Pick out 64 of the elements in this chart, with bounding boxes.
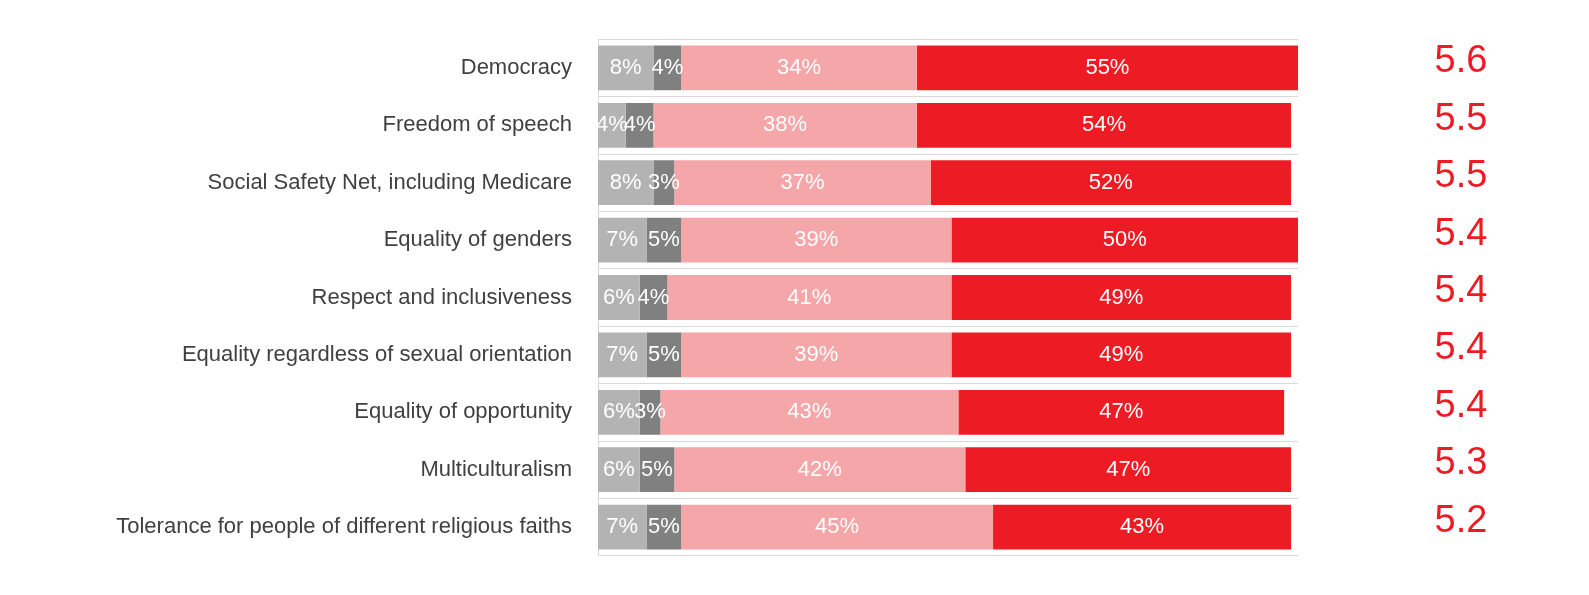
- text: 5.2: [1434, 497, 1488, 540]
- data-label: 34%: [776, 53, 822, 79]
- data-label: 45%: [815, 513, 860, 539]
- data-label: 50%: [1102, 226, 1147, 252]
- bar: [681, 217, 952, 263]
- bar: [681, 504, 994, 550]
- data-label: 49%: [1099, 283, 1144, 309]
- data-label: 49%: [1099, 340, 1144, 366]
- y-tick-label: Equality regardless of sexual orientation: [181, 340, 572, 366]
- data-label: 55%: [1085, 53, 1130, 79]
- data-label: 5%: [647, 513, 680, 539]
- bar: [965, 447, 1292, 493]
- data-label: 38%: [763, 111, 808, 137]
- text: 5.5: [1434, 95, 1488, 138]
- data-label: 7%: [606, 226, 639, 252]
- data-label: 39%: [794, 340, 839, 366]
- bar: [916, 102, 1292, 148]
- data-label: 5%: [641, 455, 673, 481]
- bar: [930, 160, 1292, 206]
- data-label: 6%: [602, 283, 635, 309]
- data-label: 6%: [602, 398, 635, 424]
- text: 5.4: [1434, 325, 1488, 368]
- y-tick-label: Freedom of speech: [382, 111, 572, 137]
- data-label: 43%: [1120, 513, 1165, 539]
- data-label: 39%: [794, 226, 839, 252]
- data-label: 5%: [647, 340, 680, 366]
- y-tick-label: Respect and inclusiveness: [311, 283, 572, 309]
- text: 5.5: [1434, 153, 1488, 196]
- y-tick-label: Tolerance for people of different religious faiths: [116, 513, 572, 539]
- data-label: 54%: [1081, 111, 1126, 137]
- bar: [951, 217, 1298, 263]
- data-label: 8%: [609, 168, 642, 194]
- data-label: 42%: [797, 455, 842, 481]
- data-label: 41%: [787, 283, 832, 309]
- data-label: 5%: [647, 226, 680, 252]
- bar: [951, 332, 1292, 378]
- bar: [667, 275, 952, 320]
- data-label: 47%: [1106, 455, 1151, 481]
- data-label: 47%: [1099, 398, 1144, 424]
- y-tick-label: Equality of opportunity: [354, 398, 572, 424]
- data-label: 43%: [787, 398, 832, 424]
- y-tick-label: Multiculturalism: [420, 455, 572, 481]
- data-label: 8%: [609, 53, 642, 79]
- bar: [958, 389, 1285, 435]
- bar: [674, 447, 966, 493]
- bar: [916, 45, 1298, 91]
- data-label: 7%: [606, 340, 639, 366]
- data-label: 52%: [1088, 168, 1133, 194]
- text: 5.3: [1434, 440, 1488, 483]
- bar: [993, 504, 1292, 550]
- bar: [681, 45, 917, 91]
- bar: [653, 102, 917, 148]
- text: 5.4: [1434, 267, 1488, 310]
- y-tick-label: Democracy: [460, 53, 572, 79]
- text: 5.6: [1434, 38, 1488, 81]
- text: 5.4: [1434, 210, 1488, 253]
- data-label: 37%: [780, 168, 825, 194]
- y-tick-label: Social Safety Net, including Medicare: [207, 168, 572, 194]
- data-label: 6%: [602, 455, 635, 481]
- bar: [681, 332, 952, 378]
- y-tick-label: Equality of genders: [383, 226, 572, 252]
- text: 5.4: [1434, 382, 1488, 425]
- bar: [951, 275, 1292, 320]
- data-label: 7%: [606, 513, 639, 539]
